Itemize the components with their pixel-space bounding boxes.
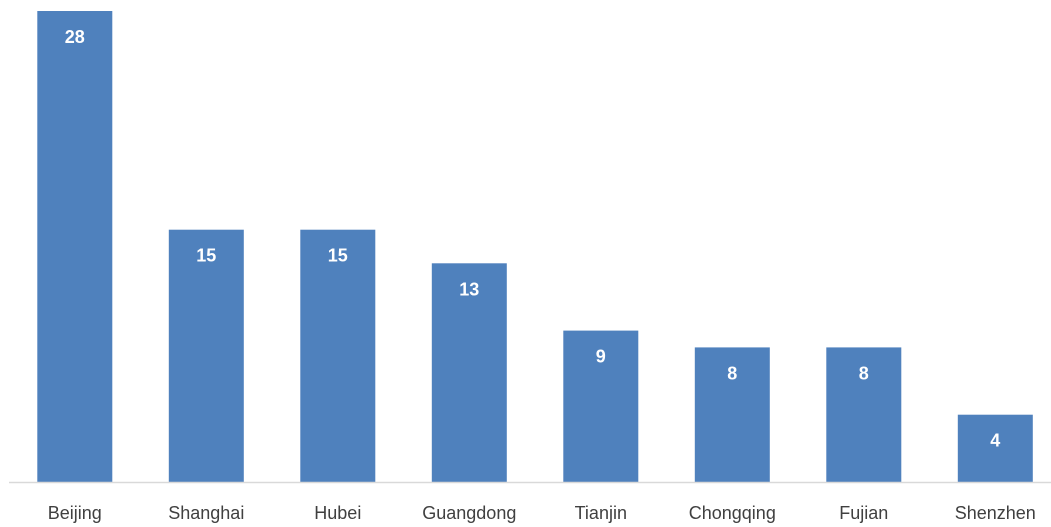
data-label-fujian: 8 <box>859 363 869 383</box>
data-label-shanghai: 15 <box>196 246 216 266</box>
category-label-shenzhen: Shenzhen <box>955 503 1036 523</box>
bars-group <box>37 11 1033 482</box>
category-label-hubei: Hubei <box>314 503 361 523</box>
category-label-beijing: Beijing <box>48 503 102 523</box>
bar-fujian <box>826 347 902 482</box>
bar-hubei <box>300 229 376 482</box>
bar-shenzhen <box>957 414 1033 482</box>
data-labels-group: 28 15 15 13 9 8 8 4 <box>65 27 1001 451</box>
category-label-tianjin: Tianjin <box>575 503 627 523</box>
data-label-beijing: 28 <box>65 27 85 47</box>
category-label-chongqing: Chongqing <box>689 503 776 523</box>
category-label-fujian: Fujian <box>839 503 888 523</box>
data-label-chongqing: 8 <box>727 363 737 383</box>
category-labels-group: Beijing Shanghai Hubei Guangdong Tianjin Chon… <box>48 503 1036 523</box>
category-label-guangdong: Guangdong <box>422 503 516 523</box>
data-label-hubei: 15 <box>328 246 348 266</box>
bar-guangdong <box>431 263 507 482</box>
bar-shanghai <box>168 229 244 482</box>
category-label-shanghai: Shanghai <box>168 503 244 523</box>
bar-chongqing <box>694 347 770 482</box>
data-label-tianjin: 9 <box>596 347 606 367</box>
data-label-shenzhen: 4 <box>990 431 1000 451</box>
bar-beijing <box>37 11 113 482</box>
bar-tianjin <box>563 330 639 482</box>
data-label-guangdong: 13 <box>459 279 479 299</box>
